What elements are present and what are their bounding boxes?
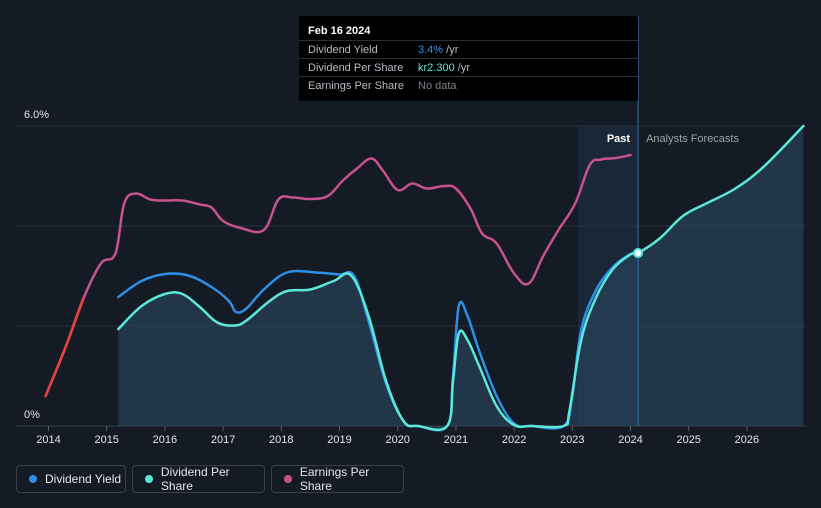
tooltip-value: 3.4% /yr (418, 44, 458, 56)
legend-item-dividend-yield[interactable]: Dividend Yield (16, 465, 126, 493)
x-tick-label: 2018 (269, 434, 293, 446)
legend-item-dividend-per-share[interactable]: Dividend Per Share (132, 465, 265, 493)
x-tick-label: 2022 (502, 434, 526, 446)
earnings-per-share-line (44, 153, 632, 398)
tooltip-unit: /yr (443, 44, 459, 56)
tooltip-value: No data (418, 80, 457, 92)
x-tick-label: 2025 (676, 434, 700, 446)
x-tick-label: 2016 (153, 434, 177, 446)
legend-label: Dividend Yield (45, 472, 122, 486)
x-tick-label: 2017 (211, 434, 235, 446)
earnings-per-share-negative-segment (44, 297, 85, 398)
tooltip-row-dividend-yield: Dividend Yield 3.4% /yr (299, 40, 638, 59)
x-tick-label: 2024 (618, 434, 642, 446)
legend-dot (29, 475, 37, 483)
x-tick-label: 2015 (94, 434, 118, 446)
tooltip-label: Dividend Per Share (308, 62, 404, 74)
legend-label: Dividend Per Share (160, 465, 230, 493)
tooltip-unit: /yr (454, 62, 470, 74)
tooltip-value: kr2.300 /yr (418, 62, 470, 74)
analysts-forecasts-label: Analysts Forecasts (646, 133, 739, 145)
legend-dot (284, 475, 292, 483)
y-tick-label: 6.0% (24, 109, 49, 121)
x-tick-label: 2023 (560, 434, 584, 446)
x-tick-label: 2026 (735, 434, 759, 446)
tooltip: Feb 16 2024 Dividend Yield 3.4% /yr Divi… (299, 16, 638, 101)
legend-item-earnings-per-share[interactable]: Earnings Per Share (271, 465, 404, 493)
x-tick-label: 2021 (444, 434, 468, 446)
hover-point[interactable] (633, 248, 644, 258)
tooltip-label: Dividend Yield (308, 44, 378, 56)
past-label: Past (607, 133, 631, 145)
tooltip-value-number: 3.4% (418, 44, 444, 56)
dividend-per-share-area (118, 126, 804, 430)
legend-dot (145, 475, 153, 483)
tooltip-label: Earnings Per Share (308, 80, 404, 92)
tooltip-row-dividend-per-share: Dividend Per Share kr2.300 /yr (299, 58, 638, 77)
x-tick-label: 2019 (327, 434, 351, 446)
tooltip-row-earnings-per-share: Earnings Per Share No data (299, 76, 638, 95)
y-tick-label: 0% (24, 409, 40, 421)
tooltip-value-number: No data (418, 80, 457, 92)
tooltip-value-number: kr2.300 (418, 62, 455, 74)
x-tick-label: 2014 (36, 434, 60, 446)
legend-label: Earnings Per Share (299, 465, 370, 493)
tooltip-date: Feb 16 2024 (308, 25, 371, 37)
x-tick-label: 2020 (385, 434, 409, 446)
